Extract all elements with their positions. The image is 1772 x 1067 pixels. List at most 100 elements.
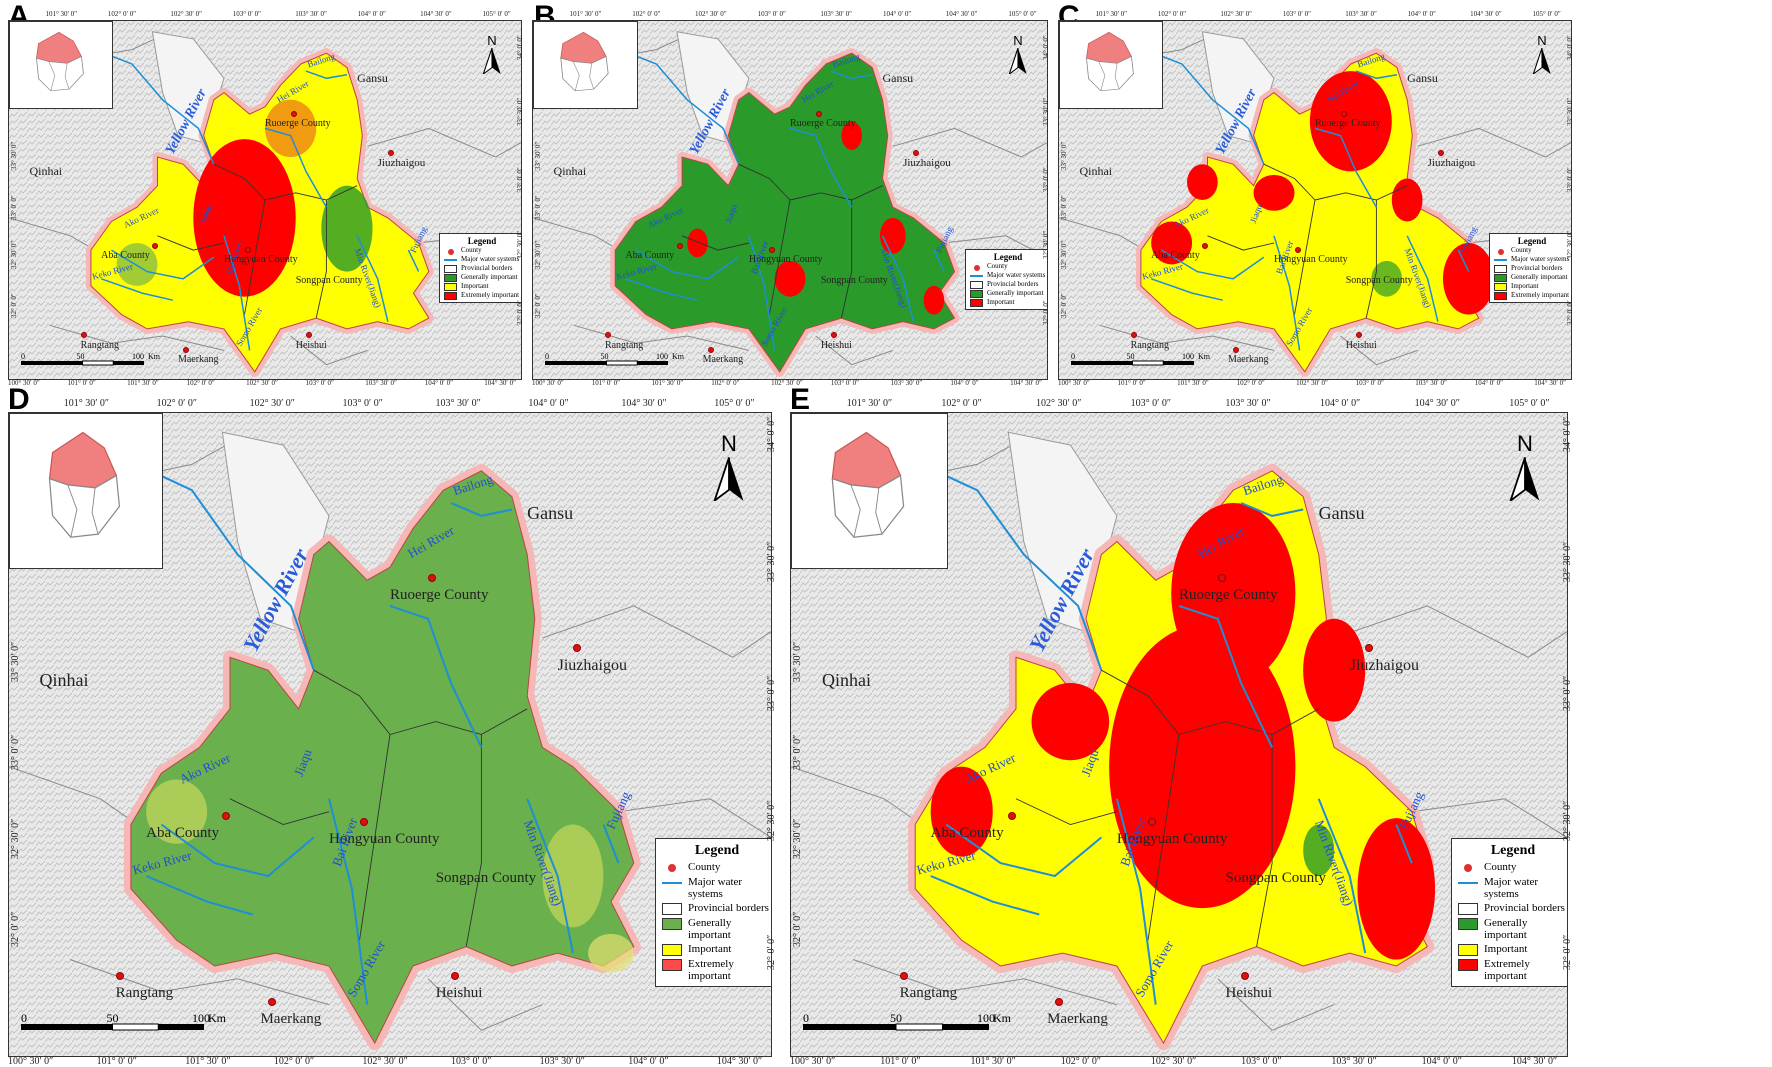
county-dot-heishui (450, 972, 459, 981)
county-dot-ruoerge (815, 110, 822, 117)
county-dot-maerkang (1233, 346, 1240, 353)
legend-label: Important (688, 943, 732, 956)
legend-label: Provincial borders (987, 280, 1039, 288)
bottom-tick-label: 103° 0′ 0″ (305, 379, 334, 387)
right-tick-label: 34° 0′ 0″ (1562, 416, 1573, 452)
legend-row: County (1458, 861, 1567, 874)
place-label-hongyuan: Hongyuan County (1274, 253, 1348, 265)
top-tick-label: 103° 30′ 0″ (1225, 398, 1271, 409)
place-label-aba: Aba County (930, 824, 1004, 841)
county-dot-rangtang (80, 332, 87, 339)
place-label-songpan: Songpan County (295, 275, 363, 287)
legend-swatch (662, 959, 682, 972)
north-arrow-shape (1532, 47, 1551, 76)
bottom-tick-label: 104° 0′ 0″ (424, 379, 453, 387)
left-tick-label: 33° 0′ 0″ (10, 194, 18, 220)
legend-row: Provincial borders (444, 264, 520, 273)
legend-label: County (1511, 246, 1532, 254)
locator-inset (9, 21, 113, 109)
place-label-heishui: Heishui (435, 985, 483, 1002)
bottom-tick-label: 102° 30′ 0″ (362, 1056, 408, 1067)
scale-label-hundred: 100 (1182, 352, 1194, 361)
county-dot-jiuzhaigou (1437, 149, 1444, 156)
scale-bar: 0 50 100 Km (21, 1010, 234, 1041)
county-dot-aba (1008, 811, 1017, 820)
legend-row: Generally important (1458, 917, 1567, 941)
legend-row: Generally important (662, 917, 771, 941)
place-label-jiuzhaigou: Jiuzhaigou (1349, 657, 1420, 675)
right-tick-label: 33° 0′ 0″ (1042, 167, 1050, 193)
bottom-tick-label: 102° 0′ 0″ (273, 1056, 315, 1067)
place-label-rangtang: Rangtang (1130, 339, 1169, 351)
place-label-maerkang: Maerkang (1047, 1010, 1108, 1027)
legend-row: County (444, 246, 520, 255)
county-dot-ruoerge (290, 110, 297, 117)
place-label-rangtang: Rangtang (899, 985, 958, 1002)
left-tick-label: 32° 30′ 0″ (10, 818, 21, 859)
bottom-tick-label: 103° 30′ 0″ (1415, 379, 1447, 387)
north-arrow-icon: N (711, 431, 747, 506)
legend-label: County (461, 246, 482, 254)
legend-row: Extremely important (1494, 291, 1570, 300)
bottom-tick-label: 103° 30′ 0″ (890, 379, 923, 387)
legend-swatch (1494, 247, 1507, 255)
legend-swatch (970, 272, 983, 280)
top-tick-label: 104° 30′ 0″ (1414, 398, 1460, 409)
bottom-tick-label: 101° 0′ 0″ (96, 1056, 137, 1067)
legend-label: Generally important (688, 917, 732, 941)
place-label-gansu: Gansu (882, 71, 914, 86)
bottom-tick-label: 100° 30′ 0″ (532, 379, 564, 387)
county-dot-rangtang (115, 972, 124, 981)
north-arrow-icon: N (1007, 33, 1029, 79)
right-tick-label: 32° 0′ 0″ (1566, 300, 1574, 325)
place-label-jiuzhaigou: Jiuzhaigou (1427, 157, 1476, 170)
left-tick-label: 33° 0′ 0″ (792, 735, 803, 771)
locator-inset (1059, 21, 1163, 109)
place-label-ruoerge: Ruoerge County (1315, 117, 1381, 129)
top-tick-label: 103° 0′ 0″ (1130, 398, 1172, 409)
scale-label-zero: 0 (21, 1011, 27, 1025)
bottom-tick-label: 104° 30′ 0″ (484, 379, 517, 387)
right-tick-label: 33° 0′ 0″ (766, 675, 777, 712)
top-tick-label: 101° 30′ 0″ (45, 10, 78, 18)
top-tick-label: 102° 30′ 0″ (170, 10, 203, 18)
scale-label-zero: 0 (21, 352, 25, 361)
water-line-icon (1494, 259, 1507, 261)
bottom-tick-label: 102° 30′ 0″ (1150, 1056, 1197, 1067)
top-tick-label: 104° 30′ 0″ (420, 10, 452, 18)
bottom-tick-label: 102° 0′ 0″ (1236, 379, 1265, 387)
legend-label: County (987, 262, 1008, 270)
top-tick-label: 102° 30′ 0″ (1036, 398, 1082, 409)
county-symbol-icon (973, 265, 980, 271)
right-tick-label: 33° 30′ 0″ (1562, 541, 1573, 582)
county-dot-jiuzhaigou (913, 149, 920, 156)
left-tick-label: 32° 0′ 0″ (1060, 293, 1068, 319)
legend-row: Important (1458, 944, 1567, 957)
map-legend: Legend County Major water systems Provincia… (439, 233, 521, 303)
right-tick-label: 33° 0′ 0″ (1566, 167, 1574, 193)
place-label-gansu: Gansu (1318, 503, 1365, 524)
map-legend: Legend County Major water systems Provincia… (965, 249, 1047, 310)
top-tick-label: 102° 30′ 0″ (249, 398, 295, 409)
place-label-songpan: Songpan County (435, 869, 537, 886)
scale-bar: 0 50 100 Km (803, 1010, 1019, 1041)
bottom-tick-label: 104° 0′ 0″ (1474, 379, 1503, 387)
top-tick-label: 102° 0′ 0″ (156, 398, 198, 409)
legend-title: Legend (1517, 236, 1547, 246)
legend-swatch (662, 903, 682, 916)
scale-label-hundred: 100 (192, 1011, 210, 1025)
legend-label: Generally important (461, 273, 518, 281)
legend-label: Major water systems (987, 271, 1046, 279)
county-symbol-icon (1464, 864, 1472, 872)
legend-label: Generally important (987, 289, 1044, 297)
legend-label: County (1484, 861, 1517, 873)
scale-label-unit: Km (1198, 352, 1211, 361)
north-arrow-icon: N (1531, 33, 1553, 79)
left-tick-label: 33° 30′ 0″ (1060, 142, 1068, 171)
bottom-tick-label: 104° 30′ 0″ (1010, 379, 1042, 387)
place-label-qinhai: Qinhai (553, 164, 587, 179)
bottom-tick-label: 102° 30′ 0″ (246, 379, 278, 387)
